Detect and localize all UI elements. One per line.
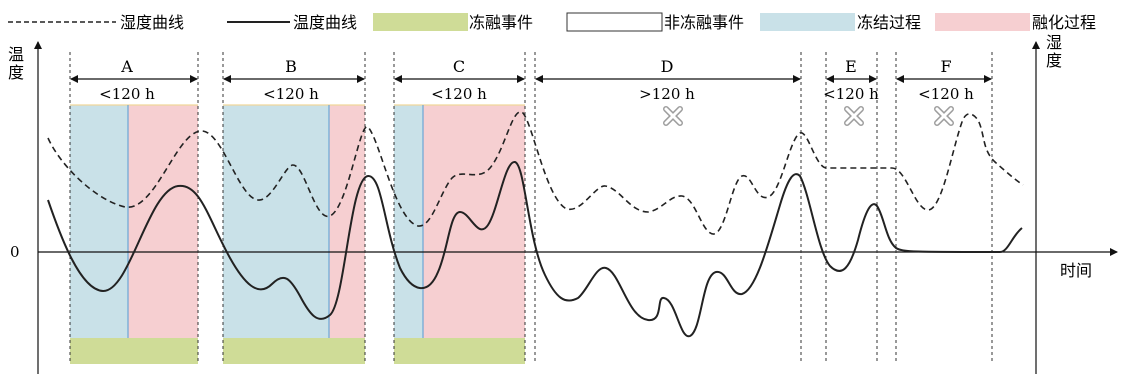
event-d-label: D [661,57,674,76]
event-c-freezing-region [394,105,423,338]
right-y-axis-label: 湿度 [0,0,2,1]
event-e-duration: <120 h [823,85,879,103]
event-b-freezing-region [223,105,329,338]
event-f-duration: <120 h [918,85,974,103]
legend-freezing-swatch [760,13,855,31]
legend-freeze-thaw-label: 冻融事件 [469,13,533,32]
right-y-axis-label-char2: 度 [1046,51,1062,70]
humidity-curve [47,111,1024,235]
event-d-duration: >120 h [639,85,695,103]
legend-non-freeze-thaw-swatch [566,12,663,32]
legend-freezing-label: 冻结过程 [857,13,921,32]
event-bars [70,338,525,364]
event-boundaries [69,52,993,364]
event-c-thawing-region [423,105,525,338]
left-y-axis-label-char1: 温 [8,45,24,64]
legend-humidity-label: 湿度曲线 [120,13,184,32]
event-c-bar [394,338,525,364]
legend-thawing-swatch [935,13,1030,31]
cross-marks [663,106,954,126]
event-c-label: C [453,57,465,76]
legend-non-freeze-thaw-label: 非冻融事件 [664,13,744,32]
event-c-duration: <120 h [431,85,487,103]
event-a-freezing-region [70,105,128,338]
legend-thawing-label: 融化过程 [1032,13,1096,32]
event-b-label: B [285,57,297,76]
event-a-duration: <120 h [99,85,155,103]
event-f-label: F [940,57,951,76]
event-a-label: A [120,57,133,76]
event-b-thawing-region [329,105,365,338]
time-axis-label: 时间 [1060,261,1092,280]
legend: 湿度曲线 温度曲线 冻融事件 非冻融事件 冻结过程 融化过程 [8,12,1096,32]
legend-freeze-thaw-swatch [373,13,468,31]
left-y-axis-label: 温度 [0,0,2,1]
event-e-label: E [845,57,857,76]
temperature-curve [47,161,1023,338]
event-f-cross-icon [934,106,954,126]
zero-tick-label: 0 [10,243,20,261]
event-a-bar [70,338,198,364]
event-b-duration: <120 h [263,85,319,103]
event-b-bar [223,338,365,364]
right-y-axis-label-char1: 湿 [1046,33,1062,52]
event-e-cross-icon [844,106,864,126]
process-regions [70,104,525,338]
left-y-axis-label-char2: 度 [8,63,24,82]
event-d-cross-icon [663,106,683,126]
legend-temperature-label: 温度曲线 [293,13,357,32]
duration-annotations: A <120 h B <120 h C <120 h D >120 h E <1… [70,57,992,103]
event-a-thawing-region [128,105,198,338]
